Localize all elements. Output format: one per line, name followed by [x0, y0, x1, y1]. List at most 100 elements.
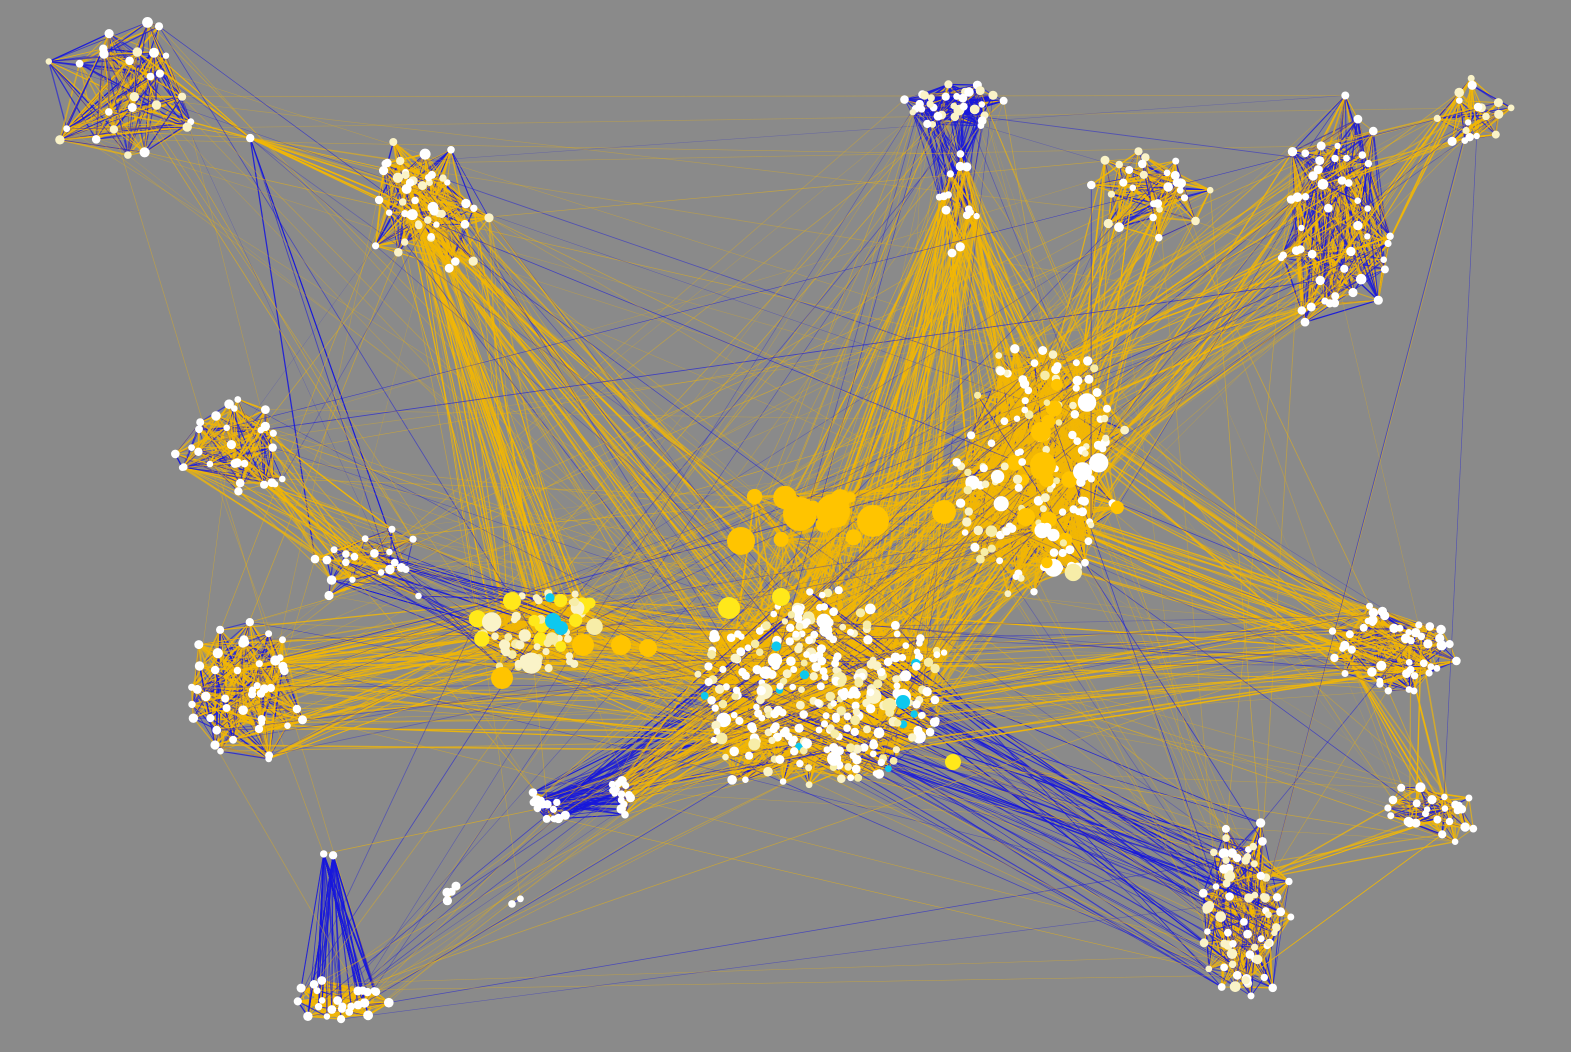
- graph-node[interactable]: [755, 648, 764, 656]
- graph-node[interactable]: [1228, 960, 1237, 969]
- graph-node[interactable]: [801, 738, 812, 749]
- graph-node[interactable]: [433, 221, 440, 228]
- graph-node[interactable]: [859, 743, 869, 752]
- graph-hub-node[interactable]: [572, 634, 594, 656]
- graph-node[interactable]: [1415, 621, 1423, 629]
- graph-node[interactable]: [1376, 680, 1384, 688]
- graph-node[interactable]: [932, 717, 940, 724]
- graph-node[interactable]: [240, 459, 249, 468]
- graph-node[interactable]: [151, 100, 162, 110]
- graph-node[interactable]: [973, 212, 980, 220]
- graph-node[interactable]: [980, 547, 989, 557]
- graph-node[interactable]: [415, 592, 422, 600]
- graph-node[interactable]: [442, 887, 452, 898]
- graph-node[interactable]: [803, 618, 811, 626]
- graph-node[interactable]: [210, 740, 220, 750]
- graph-node[interactable]: [978, 101, 986, 108]
- graph-node[interactable]: [1059, 539, 1067, 547]
- graph-node[interactable]: [1163, 169, 1171, 177]
- graph-node[interactable]: [985, 525, 998, 537]
- graph-node[interactable]: [194, 447, 203, 456]
- graph-node[interactable]: [912, 700, 921, 709]
- graph-node[interactable]: [444, 179, 451, 186]
- graph-node[interactable]: [584, 597, 596, 609]
- graph-node[interactable]: [223, 424, 230, 432]
- graph-node[interactable]: [570, 597, 580, 607]
- graph-node[interactable]: [409, 535, 417, 543]
- graph-node[interactable]: [790, 666, 798, 673]
- graph-node[interactable]: [1069, 401, 1077, 410]
- graph-node[interactable]: [398, 198, 407, 206]
- graph-node[interactable]: [1221, 824, 1230, 833]
- graph-node[interactable]: [834, 586, 843, 595]
- graph-node[interactable]: [810, 630, 819, 639]
- graph-hub-node[interactable]: [1017, 508, 1035, 526]
- graph-node[interactable]: [104, 28, 114, 39]
- graph-node[interactable]: [1180, 194, 1189, 202]
- graph-node[interactable]: [1315, 156, 1325, 166]
- graph-node[interactable]: [491, 632, 499, 641]
- graph-node[interactable]: [1041, 557, 1053, 569]
- graph-node[interactable]: [1107, 190, 1115, 198]
- graph-node[interactable]: [1410, 672, 1419, 680]
- graph-node[interactable]: [1380, 611, 1390, 621]
- graph-node[interactable]: [941, 205, 951, 215]
- graph-node[interactable]: [1039, 505, 1047, 513]
- graph-node[interactable]: [1115, 160, 1123, 169]
- graph-node[interactable]: [1021, 397, 1029, 405]
- graph-node[interactable]: [713, 728, 721, 735]
- graph-node[interactable]: [944, 191, 952, 199]
- graph-node[interactable]: [1507, 104, 1515, 112]
- graph-node[interactable]: [1277, 254, 1285, 262]
- graph-node[interactable]: [390, 558, 399, 567]
- graph-node[interactable]: [709, 633, 718, 643]
- graph-node[interactable]: [1407, 637, 1415, 645]
- graph-node[interactable]: [898, 654, 907, 662]
- graph-node[interactable]: [1330, 653, 1339, 663]
- graph-node[interactable]: [1306, 302, 1316, 312]
- graph-node[interactable]: [1241, 976, 1250, 985]
- graph-node[interactable]: [987, 544, 996, 553]
- graph-node[interactable]: [862, 620, 872, 630]
- graph-node[interactable]: [818, 591, 826, 599]
- graph-node[interactable]: [1072, 375, 1083, 386]
- graph-node[interactable]: [75, 59, 84, 68]
- graph-node[interactable]: [872, 661, 882, 671]
- graph-node[interactable]: [744, 644, 752, 652]
- graph-node[interactable]: [267, 478, 277, 487]
- graph-node[interactable]: [1138, 159, 1147, 169]
- graph-node[interactable]: [933, 111, 943, 121]
- graph-node[interactable]: [1153, 199, 1163, 208]
- graph-node[interactable]: [832, 666, 840, 674]
- graph-node[interactable]: [1469, 824, 1478, 833]
- graph-node[interactable]: [1464, 119, 1472, 126]
- graph-node[interactable]: [964, 507, 973, 516]
- graph-node[interactable]: [314, 1003, 323, 1011]
- graph-node[interactable]: [1268, 983, 1277, 993]
- graph-node[interactable]: [996, 557, 1004, 565]
- graph-node[interactable]: [1093, 440, 1103, 450]
- graph-node[interactable]: [700, 692, 709, 700]
- graph-hub-node[interactable]: [1030, 452, 1056, 478]
- graph-node[interactable]: [1358, 151, 1367, 159]
- graph-node[interactable]: [946, 170, 955, 178]
- graph-node[interactable]: [266, 683, 275, 693]
- graph-node[interactable]: [873, 679, 883, 689]
- graph-node[interactable]: [545, 632, 559, 645]
- graph-node[interactable]: [265, 630, 273, 638]
- graph-node[interactable]: [1083, 356, 1093, 366]
- graph-node[interactable]: [1251, 891, 1259, 899]
- graph-node[interactable]: [233, 666, 242, 675]
- graph-node[interactable]: [844, 763, 852, 771]
- graph-node[interactable]: [234, 396, 242, 403]
- graph-node[interactable]: [803, 651, 810, 658]
- graph-node[interactable]: [782, 669, 792, 679]
- graph-node[interactable]: [303, 1011, 313, 1021]
- graph-node[interactable]: [1412, 799, 1421, 808]
- graph-node[interactable]: [261, 405, 270, 414]
- graph-node[interactable]: [779, 778, 787, 785]
- graph-node[interactable]: [822, 712, 830, 720]
- graph-node[interactable]: [694, 670, 702, 678]
